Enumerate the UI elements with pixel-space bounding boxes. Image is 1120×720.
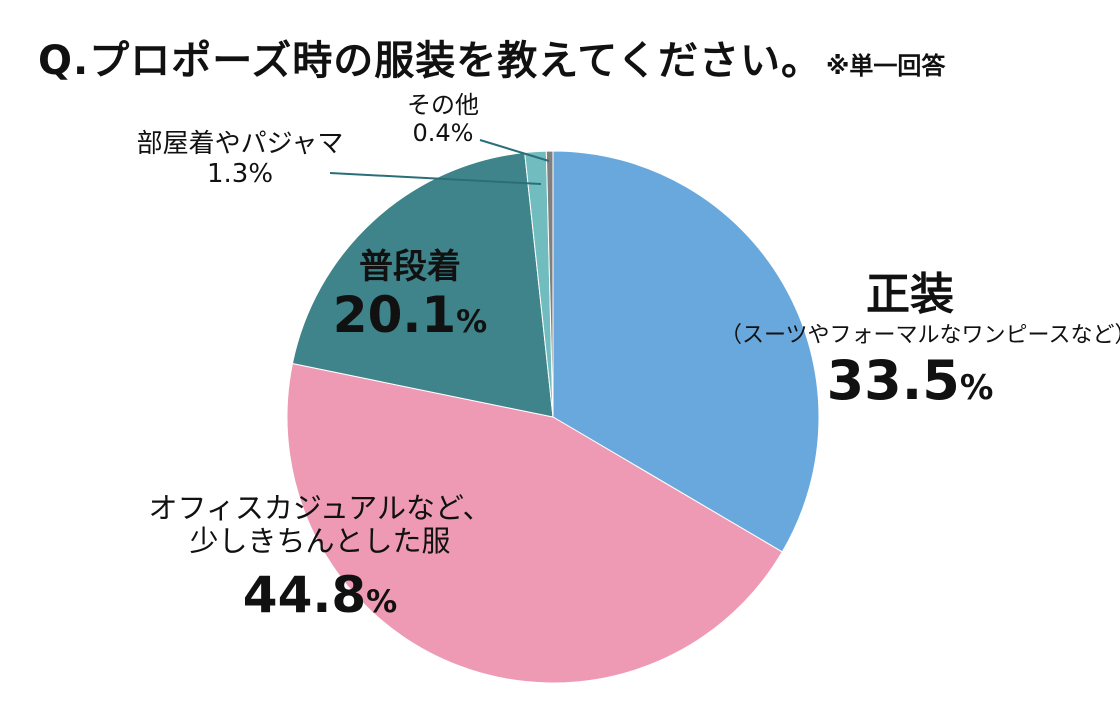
slice-name-fudan: 普段着 bbox=[359, 247, 461, 287]
slice-value-heya: 1.3% bbox=[206, 158, 274, 189]
slice-value-seiso: 33.5% bbox=[826, 348, 994, 412]
slice-value-fudan: 20.1% bbox=[332, 286, 488, 345]
slice-label-seiso: 正装 （スーツやフォーマルなワンピースなど） 33.5% bbox=[720, 269, 1120, 412]
slice-label-office: オフィスカジュアルなど、 少しきちんとした服 44.8% bbox=[100, 491, 540, 624]
chart-title: Q.プロポーズ時の服装を教えてください。 ※単一回答 bbox=[38, 28, 945, 86]
slice-name-seiso: 正装 bbox=[866, 269, 954, 320]
slice-value-office: 44.8% bbox=[242, 565, 398, 624]
leader-line-heya bbox=[329, 172, 542, 185]
leader-line-other bbox=[479, 139, 550, 162]
slice-label-other: その他 0.4% bbox=[388, 91, 498, 147]
slice-name-office-line2: 少しきちんとした服 bbox=[189, 524, 451, 559]
pie-slice-seiso bbox=[552, 150, 820, 553]
leader-lines bbox=[329, 139, 550, 185]
slice-name-other: その他 bbox=[407, 91, 479, 119]
slice-name-heya: 部屋着やパジャマ bbox=[136, 129, 344, 159]
pie-slice-fudan bbox=[291, 151, 554, 418]
slice-name-office-line1: オフィスカジュアルなど、 bbox=[148, 491, 492, 525]
slice-sublabel-seiso: （スーツやフォーマルなワンピースなど） bbox=[720, 322, 1120, 348]
title-main: Q.プロポーズ時の服装を教えてください。 bbox=[38, 38, 822, 84]
slice-label-heya: 部屋着やパジャマ 1.3% bbox=[110, 129, 370, 190]
slice-value-other: 0.4% bbox=[412, 118, 474, 147]
pie-slice-office bbox=[286, 362, 783, 684]
pie-slice-other bbox=[545, 150, 554, 418]
title-note: ※単一回答 bbox=[826, 52, 946, 80]
slice-label-fudan: 普段着 20.1% bbox=[305, 247, 515, 345]
pie-slices bbox=[286, 150, 820, 684]
